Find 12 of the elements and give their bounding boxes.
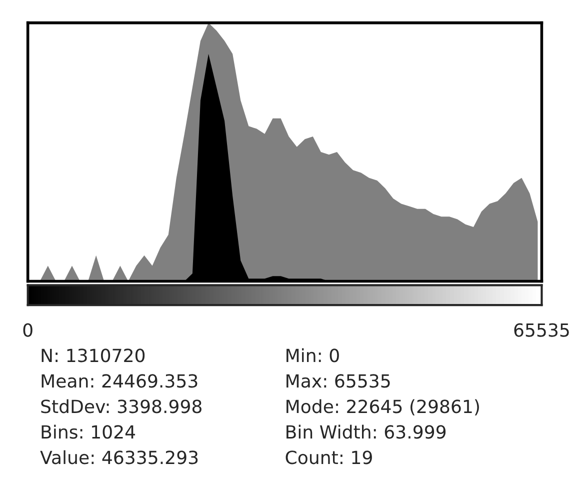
x-tick-label: 0 bbox=[23, 323, 32, 337]
text: Bin Width: 63.999 bbox=[286, 424, 446, 439]
text: Min: 0 bbox=[286, 348, 339, 362]
text: Mean: 24469.353 bbox=[42, 374, 198, 388]
text: Bins: 1024 bbox=[42, 424, 136, 439]
text: N: 1310720 bbox=[42, 348, 145, 362]
text: StdDev: 3398.998 bbox=[41, 399, 202, 414]
text: Mode: 22645 (29861) bbox=[286, 399, 479, 416]
text: Value: 46335.293 bbox=[40, 450, 198, 464]
text: Count: 19 bbox=[286, 450, 372, 464]
text: Max: 65535 bbox=[286, 374, 390, 388]
x-tick-label: 65535 bbox=[514, 323, 569, 337]
